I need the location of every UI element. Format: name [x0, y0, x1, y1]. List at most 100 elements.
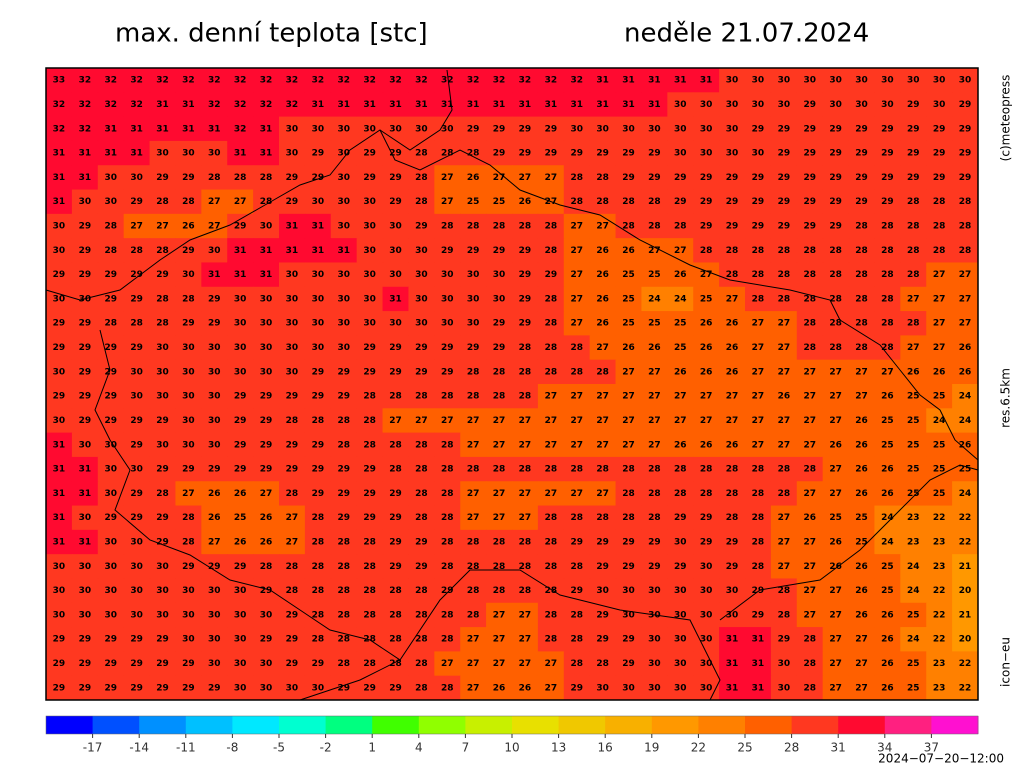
cell [745, 116, 772, 142]
cell [641, 68, 668, 93]
cell-value: 25 [907, 465, 920, 475]
cell [71, 456, 99, 482]
cell [123, 68, 151, 93]
cell-value: 24 [959, 416, 972, 426]
cell [356, 238, 384, 263]
cell-value: 30 [130, 586, 143, 596]
cell-value: 27 [493, 173, 506, 183]
cell-value: 27 [778, 538, 791, 548]
cell [641, 529, 668, 555]
cell [304, 529, 332, 555]
cell [589, 578, 617, 604]
cell-value: 30 [622, 683, 635, 693]
cell [149, 384, 176, 409]
cell-value: 31 [441, 100, 454, 110]
cell-value: 31 [234, 149, 247, 159]
cell [667, 286, 694, 312]
cell [537, 384, 565, 409]
cell [227, 627, 254, 652]
cell-value: 25 [855, 538, 868, 548]
cell [279, 311, 306, 336]
cell-value: 30 [389, 222, 402, 232]
cell [434, 554, 461, 579]
cell-value: 30 [53, 416, 66, 426]
cell-value: 29 [286, 173, 299, 183]
cell-value: 29 [700, 173, 713, 183]
cell-value: 28 [182, 197, 195, 207]
cell [201, 189, 228, 215]
border-line [399, 569, 721, 701]
cell [71, 602, 99, 628]
cell-value: 28 [674, 489, 687, 499]
cell [719, 481, 746, 507]
cell-value: 30 [933, 76, 946, 86]
cell-value: 31 [260, 270, 273, 280]
cell-value: 30 [156, 562, 169, 572]
cell [434, 165, 461, 191]
cell-value: 30 [389, 246, 402, 256]
cell-value: 28 [104, 222, 117, 232]
cell-value: 33 [53, 76, 66, 86]
cell [46, 92, 73, 118]
cell-value: 28 [752, 465, 765, 475]
cell [796, 554, 824, 579]
cell-value: 30 [778, 659, 791, 669]
cell-value: 28 [855, 343, 868, 353]
cell-value: 28 [519, 562, 532, 572]
cell-value: 29 [312, 659, 325, 669]
cell [512, 384, 539, 409]
cell-value: 27 [648, 392, 661, 402]
cell [123, 432, 151, 458]
cell [874, 578, 901, 604]
cell-value: 31 [726, 635, 739, 645]
cell-value: 29 [700, 513, 713, 523]
cell [537, 311, 565, 336]
cell-value: 28 [312, 513, 325, 523]
cell-value: 29 [674, 513, 687, 523]
cell [822, 505, 850, 531]
cell-value: 25 [700, 294, 713, 304]
cell-value: 26 [855, 489, 868, 499]
cell [279, 68, 306, 93]
cell [589, 213, 617, 239]
cell-value: 27 [959, 294, 972, 304]
cell [848, 189, 875, 215]
cell [149, 529, 176, 555]
cell [589, 675, 617, 701]
cell [615, 286, 642, 312]
cell [304, 116, 332, 142]
cell [46, 384, 73, 409]
cell [382, 92, 409, 118]
cell-value: 28 [467, 538, 480, 548]
cell [253, 408, 280, 434]
cell-value: 29 [570, 149, 583, 159]
cell [512, 359, 539, 385]
cell [434, 456, 461, 482]
cell [796, 384, 824, 409]
cell [279, 189, 306, 215]
cell [693, 238, 720, 263]
cell-value: 27 [855, 367, 868, 377]
cell [408, 456, 435, 482]
cell [667, 189, 694, 215]
cell [641, 92, 668, 118]
cell-value: 29 [312, 465, 325, 475]
cell-value: 30 [182, 440, 195, 450]
cell-value: 28 [467, 222, 480, 232]
cell-value: 29 [855, 124, 868, 134]
cell [434, 384, 461, 409]
cell-value: 26 [778, 392, 791, 402]
cell [486, 165, 513, 191]
cell [382, 68, 409, 93]
cell [434, 529, 461, 555]
cell [926, 432, 953, 458]
cell [123, 335, 151, 361]
cell-value: 29 [389, 562, 402, 572]
cell-value: 29 [545, 124, 558, 134]
cell [382, 651, 409, 677]
cell [770, 116, 798, 142]
cell-value: 26 [674, 440, 687, 450]
cell [563, 189, 591, 215]
cell [356, 384, 384, 409]
cell-value: 28 [130, 246, 143, 256]
